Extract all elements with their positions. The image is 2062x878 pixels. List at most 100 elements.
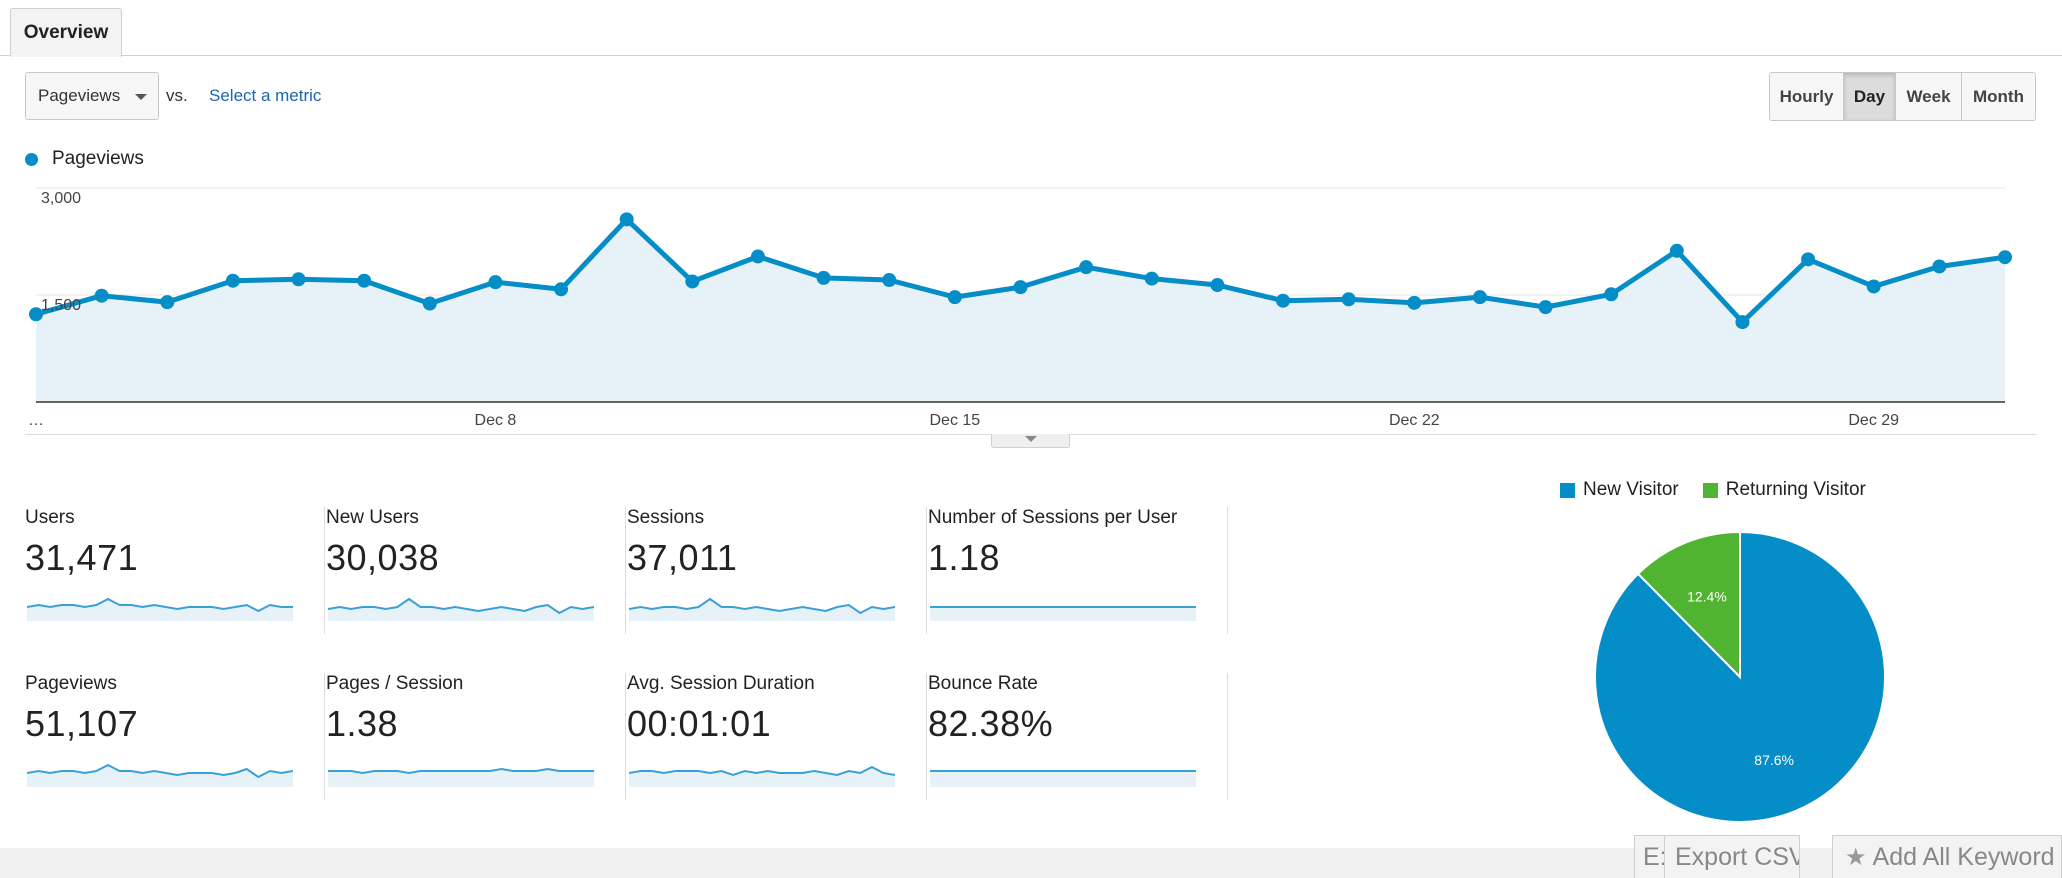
sparkline-line [328, 597, 594, 615]
metric-dropdown[interactable]: Pageviews [25, 72, 159, 120]
period-toggle: Hourly Day Week Month [1769, 72, 2036, 121]
month-button[interactable]: Month [1962, 73, 2035, 120]
metric-tile[interactable]: Users 31,471 [25, 507, 325, 634]
metric-value: 31,471 [25, 537, 139, 578]
sparkline-fill [930, 607, 1196, 621]
metric-sparkline [27, 763, 293, 787]
metric-tile[interactable]: Sessions 37,011 [627, 507, 927, 634]
metric-sparkline [629, 765, 895, 787]
tab-bar: Overview [0, 0, 2062, 57]
metric-sparkline [328, 767, 594, 787]
metric-value: 37,011 [627, 537, 738, 578]
data-point[interactable] [1866, 279, 1881, 294]
data-point[interactable] [1932, 259, 1947, 274]
data-point[interactable] [291, 272, 306, 287]
metric-tile[interactable]: Number of Sessions per User 1.18 [928, 507, 1228, 634]
metric-sparkline [27, 597, 293, 621]
metric-tile[interactable]: New Users 30,038 [326, 507, 626, 634]
export-csv-label: Export CSV [1675, 842, 1800, 871]
x-tick-label: Dec 8 [475, 412, 517, 425]
day-button[interactable]: Day [1844, 73, 1896, 120]
area-fill [36, 219, 2005, 402]
add-all-keyword-button[interactable]: ★ Add All Keyword [1832, 835, 2062, 878]
data-point[interactable] [882, 273, 897, 288]
data-point[interactable] [554, 282, 569, 297]
sparkline-fill [629, 767, 895, 787]
data-point[interactable] [1735, 315, 1750, 330]
data-point[interactable] [1538, 300, 1553, 315]
data-point[interactable] [1669, 243, 1684, 258]
metric-value: 00:01:01 [627, 703, 772, 744]
sparkline-fill [930, 771, 1196, 787]
sparkline-fill [328, 769, 594, 787]
legend-dot-icon [25, 152, 38, 166]
legend-swatch [1702, 482, 1718, 498]
sparkline-line [328, 767, 594, 775]
x-tick-label: Dec 22 [1389, 412, 1440, 425]
metric-value: 1.38 [326, 703, 399, 744]
data-point[interactable] [619, 212, 634, 227]
y-tick-label: 1,500 [41, 297, 81, 314]
pie-slice-label: 87.6% [1754, 752, 1794, 768]
collapse-chart-handle[interactable] [991, 434, 1070, 448]
legend-item-returning-visitor: Returning Visitor [1702, 479, 1866, 501]
metric-tile[interactable]: Avg. Session Duration 00:01:01 [627, 673, 927, 800]
data-point[interactable] [1341, 292, 1356, 307]
data-point[interactable] [1210, 278, 1225, 293]
star-icon: ★ [1845, 843, 1867, 871]
hourly-button[interactable]: Hourly [1770, 73, 1844, 120]
data-point[interactable] [1144, 271, 1159, 286]
data-point[interactable] [947, 290, 962, 305]
data-point[interactable] [1472, 290, 1487, 305]
legend-label-returning-visitor: Returning Visitor [1725, 479, 1866, 500]
metric-label: Bounce Rate [928, 673, 1038, 694]
x-tick-label: Dec 15 [930, 412, 981, 425]
pie-slice-label: 12.4% [1687, 589, 1727, 605]
sparkline-fill [27, 765, 293, 787]
data-point[interactable] [1079, 260, 1094, 275]
metric-label: Sessions [627, 507, 705, 528]
metric-sparkline [328, 597, 594, 621]
metric-tile[interactable]: Pages / Session 1.38 [326, 673, 626, 800]
pie-slice[interactable] [1636, 530, 1741, 680]
chevron-down-icon [1025, 436, 1037, 442]
data-point[interactable] [1998, 250, 2012, 265]
data-point[interactable] [816, 270, 831, 285]
data-point[interactable] [1276, 293, 1291, 308]
legend-item-new-visitor: New Visitor [1560, 479, 1679, 501]
data-point[interactable] [1604, 287, 1619, 302]
add-all-keyword-label: Add All Keyword [1872, 842, 2055, 871]
data-point[interactable] [160, 295, 175, 310]
metric-value: 30,038 [326, 537, 440, 578]
legend-swatch [1560, 482, 1575, 498]
sparkline-fill [27, 599, 293, 621]
data-point[interactable] [357, 273, 372, 288]
export-csv-button[interactable]: Export CSV [1664, 835, 1800, 878]
pageviews-chart: 3,000 1,500 … Dec 8 Dec 15 Dec 22 Dec 29 [28, 187, 2012, 425]
data-point[interactable] [1801, 252, 1816, 267]
metric-tile[interactable]: Pageviews 51,107 [25, 673, 325, 800]
select-metric-link[interactable]: Select a metric [209, 86, 322, 105]
data-point[interactable] [488, 275, 503, 290]
data-point[interactable] [1407, 295, 1422, 310]
metric-tile[interactable]: Bounce Rate 82.38% [928, 673, 1228, 800]
metric-value: 51,107 [25, 703, 139, 744]
metric-value: 82.38% [928, 703, 1054, 744]
metric-label: New Users [326, 507, 419, 528]
metric-sparkline [930, 606, 1196, 621]
tab-overview[interactable]: Overview [10, 8, 122, 57]
week-button[interactable]: Week [1896, 73, 1962, 120]
data-point[interactable] [750, 249, 765, 264]
chart-legend: Pageviews [25, 148, 144, 170]
data-point[interactable] [29, 307, 43, 322]
metric-sparkline [930, 770, 1196, 787]
sparkline-fill [629, 599, 895, 621]
data-point[interactable] [422, 296, 437, 311]
metric-label: Pageviews [25, 673, 117, 694]
visitor-pie-chart: 87.6% 12.4% [1594, 530, 1886, 823]
data-point[interactable] [225, 273, 240, 288]
data-point[interactable] [1013, 280, 1028, 295]
data-point[interactable] [94, 288, 109, 303]
chevron-down-icon [135, 94, 147, 100]
data-point[interactable] [685, 274, 700, 289]
